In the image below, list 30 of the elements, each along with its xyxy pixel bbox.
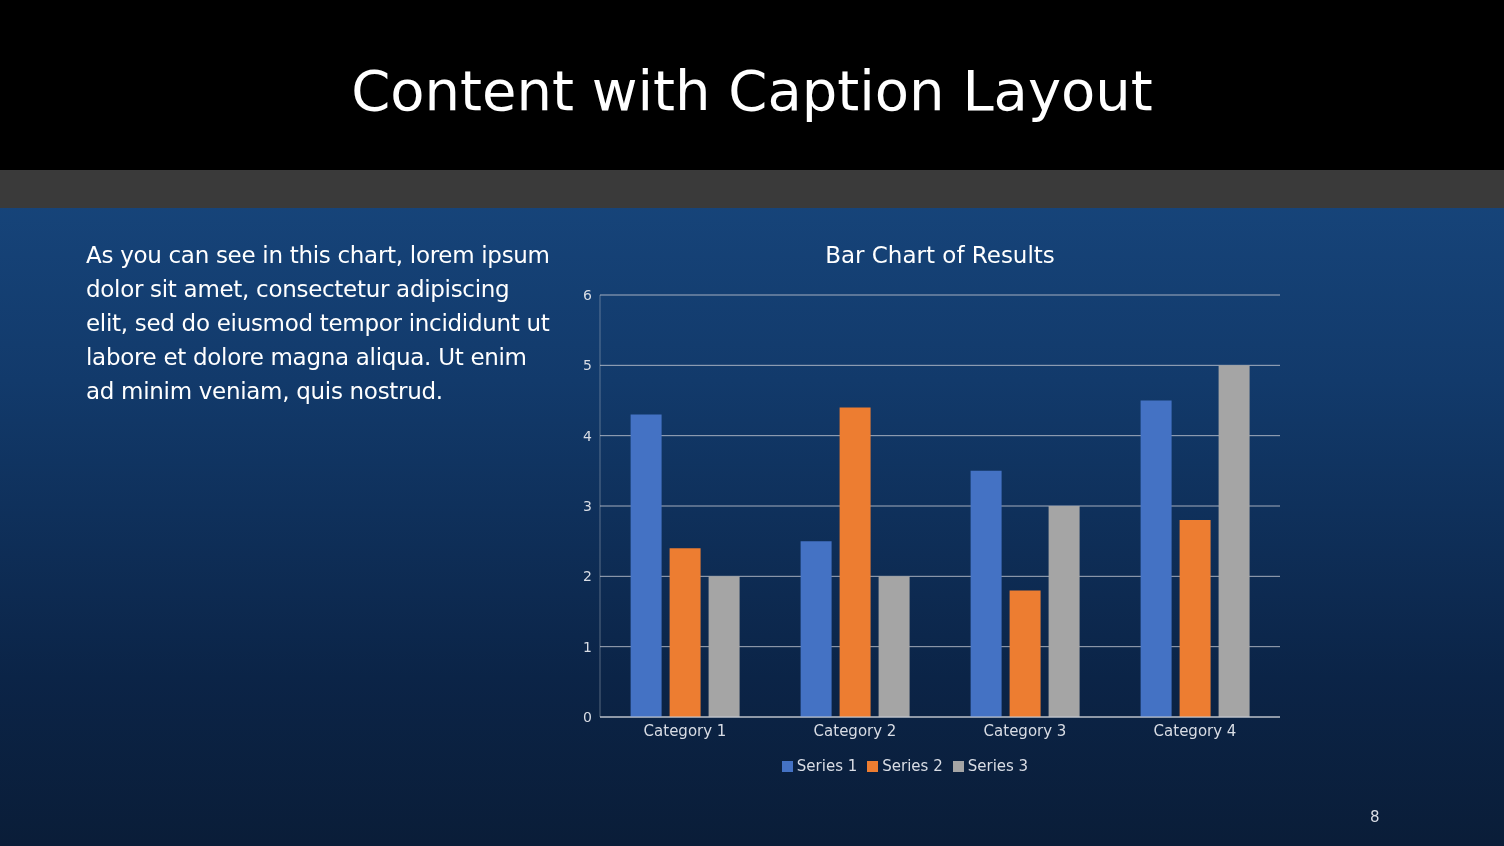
y-tick-label: 3 <box>583 497 592 514</box>
text: Content with Caption Layout <box>350 58 1154 123</box>
legend-label: Series 3 <box>967 757 1029 775</box>
legend-label: Series 1 <box>796 757 858 775</box>
x-tick-label: Category 3 <box>983 721 1067 740</box>
x-tick-label: Category 1 <box>643 721 727 740</box>
chart-title: Bar Chart of Results <box>824 242 1056 268</box>
y-tick-label: 1 <box>583 638 592 655</box>
bar <box>1048 506 1080 717</box>
text: As you can see in this chart, lorem ipsum dolor sit amet, consectetur adipiscing elit, sed do eiusmod tempor incididunt ut labore et dolore magna aliqua. Ut enim ad minim veniam, quis nostrud. <box>86 241 551 406</box>
y-tick-label: 5 <box>583 357 592 374</box>
bar <box>1218 365 1250 717</box>
text: 8 <box>1370 808 1380 826</box>
y-tick-label: 4 <box>583 427 593 444</box>
bar <box>839 407 871 717</box>
y-tick-label: 2 <box>583 568 592 585</box>
legend-label: Series 2 <box>882 757 943 775</box>
bar <box>800 541 832 717</box>
bar <box>708 576 740 717</box>
bar <box>630 414 662 717</box>
x-tick-label: Category 2 <box>813 721 897 740</box>
bar <box>970 470 1002 717</box>
bar <box>1009 590 1041 717</box>
y-tick-label: 0 <box>583 708 592 725</box>
bar <box>669 548 701 717</box>
y-tick-label: 6 <box>583 286 593 303</box>
bar <box>1140 400 1172 717</box>
bar <box>878 576 910 717</box>
bar <box>1179 520 1211 717</box>
x-tick-label: Category 4 <box>1153 721 1237 740</box>
